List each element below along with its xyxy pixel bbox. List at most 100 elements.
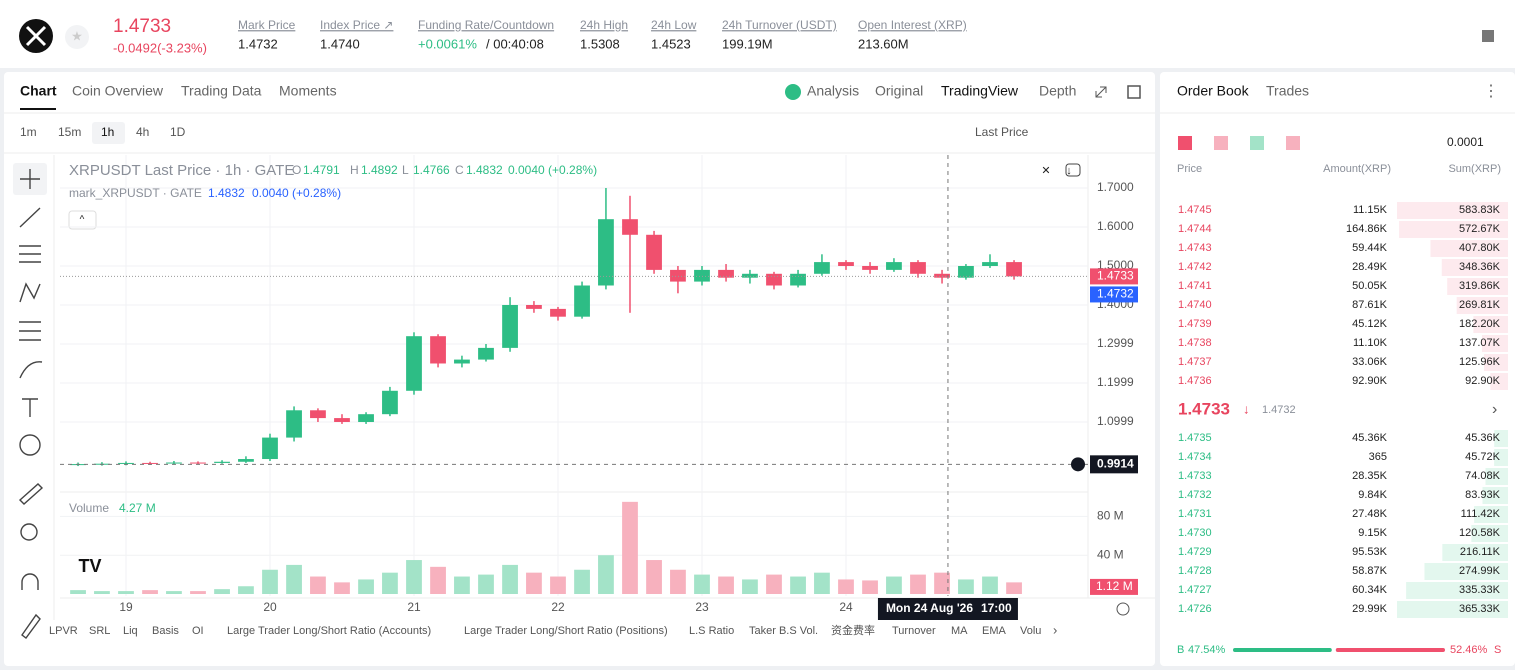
volume-bar	[934, 572, 950, 594]
indicator[interactable]: MA	[951, 625, 968, 637]
indicator[interactable]: Volu	[1020, 625, 1041, 637]
price-change: -0.0492(-3.23%)	[113, 40, 207, 55]
magnet-tool[interactable]	[21, 573, 39, 590]
volume-bar	[982, 576, 998, 594]
view-tab[interactable]: Original	[875, 83, 923, 99]
order-book-more[interactable]: ›	[1492, 401, 1497, 418]
chart-control[interactable]: ✕	[1041, 165, 1050, 177]
book-amount: 87.61K	[1352, 299, 1388, 311]
book-amount: 45.36K	[1352, 432, 1388, 444]
volume-tick-label: 80 M	[1097, 509, 1124, 523]
book-amount: 365	[1369, 451, 1387, 463]
legend-value: 1.4892	[361, 163, 398, 177]
window-button[interactable]	[1127, 85, 1141, 99]
book-view[interactable]	[1286, 136, 1300, 150]
book-view[interactable]	[1250, 136, 1264, 150]
book-sum: 319.86K	[1459, 280, 1501, 292]
precision[interactable]: 0.0001	[1447, 135, 1484, 149]
indicator[interactable]: Large Trader Long/Short Ratio (Positions…	[464, 625, 668, 637]
settings-button[interactable]	[1116, 602, 1130, 616]
book-price: 1.4736	[1178, 375, 1212, 387]
candle-body	[910, 262, 926, 274]
legend-value: 1.4832	[466, 163, 503, 177]
depth-bar	[1441, 259, 1508, 276]
tab[interactable]: Chart	[20, 83, 57, 99]
indicator[interactable]: Large Trader Long/Short Ratio (Accounts)	[227, 625, 431, 637]
fib-tool[interactable]	[19, 321, 41, 341]
book-tab[interactable]: Order Book	[1177, 83, 1250, 99]
interval[interactable]: 1h	[101, 125, 114, 139]
book-amount: 59.44K	[1352, 242, 1388, 254]
more-button[interactable]: ⋮	[1483, 83, 1499, 100]
ruler-tool[interactable]	[18, 483, 44, 505]
volume-bar	[958, 579, 974, 594]
book-view[interactable]	[1178, 136, 1192, 150]
layout-icon[interactable]	[1482, 30, 1494, 42]
favorite-button[interactable]	[65, 25, 89, 49]
indicator[interactable]: L.S Ratio	[689, 625, 734, 637]
chart-control[interactable]: ↓	[1066, 165, 1072, 177]
line-tool[interactable]	[19, 207, 41, 228]
header-bar	[0, 0, 1515, 68]
cursor-tool[interactable]	[20, 169, 40, 189]
y-tick-label: 1.7000	[1097, 180, 1134, 194]
price-type[interactable]: Last Price	[975, 125, 1029, 139]
candle-body	[1006, 262, 1022, 277]
collapse-arrow[interactable]: ^	[80, 215, 85, 226]
book-view[interactable]	[1214, 136, 1228, 150]
countdown: / 00:40:08	[486, 36, 544, 51]
indicator[interactable]: SRL	[89, 625, 110, 637]
interval[interactable]: 1m	[20, 125, 37, 139]
view-tab[interactable]: Depth	[1039, 83, 1076, 99]
chart-control[interactable]	[1065, 163, 1081, 177]
book-price: 1.4739	[1178, 318, 1212, 330]
chart-panel	[4, 72, 1155, 666]
collapse-legend[interactable]	[68, 210, 97, 230]
indicator[interactable]: 资金费率	[831, 623, 875, 637]
crosshair-plus[interactable]	[1071, 457, 1085, 472]
expand-button[interactable]	[1095, 86, 1107, 98]
depth-bar	[1484, 354, 1508, 371]
view-tab[interactable]: Analysis	[807, 83, 859, 99]
interval[interactable]: 4h	[136, 125, 149, 139]
book-price: 1.4728	[1178, 565, 1212, 577]
volume-bar	[190, 591, 206, 594]
pattern-tool[interactable]	[19, 282, 41, 303]
crosshair-y-tag	[1090, 455, 1138, 474]
volume-bar	[862, 580, 878, 594]
text-tool[interactable]	[22, 398, 38, 417]
analysis-icon[interactable]	[785, 84, 801, 100]
book-price: 1.4745	[1178, 204, 1212, 216]
indicator[interactable]: Taker B.S Vol.	[749, 625, 818, 637]
book-sum: 74.08K	[1465, 470, 1501, 482]
indicator[interactable]: Basis	[152, 625, 179, 637]
indicator[interactable]: Turnover	[892, 625, 936, 637]
indicator[interactable]: Liq	[123, 625, 138, 637]
tab[interactable]: Trading Data	[181, 83, 262, 99]
interval[interactable]: 1D	[170, 125, 186, 139]
book-tab[interactable]: Trades	[1266, 83, 1309, 99]
channel-tool[interactable]	[19, 245, 41, 263]
mark-price-tag	[1090, 286, 1138, 303]
emoji-tool[interactable]	[19, 434, 41, 456]
book-price: 1.4732	[1178, 489, 1212, 501]
volume-bar	[790, 576, 806, 594]
candle-body	[766, 273, 782, 286]
volume-bar	[214, 589, 230, 594]
pen-tool[interactable]	[21, 613, 41, 639]
indicator[interactable]: LPVR	[49, 625, 78, 637]
tab[interactable]: Coin Overview	[72, 83, 164, 99]
zoom-tool[interactable]	[20, 523, 38, 541]
interval[interactable]: 15m	[58, 125, 81, 139]
indicator[interactable]: EMA	[982, 625, 1007, 637]
indicator-scroll[interactable]: ›	[1053, 622, 1057, 637]
favorite-star[interactable]: ★	[71, 28, 83, 43]
view-tab[interactable]: TradingView	[941, 83, 1019, 99]
brush-tool[interactable]	[19, 361, 43, 379]
indicator[interactable]: OI	[192, 625, 204, 637]
depth-bar	[1399, 221, 1508, 238]
tab[interactable]: Moments	[279, 83, 337, 99]
candle-body	[358, 414, 374, 422]
book-sum: 125.96K	[1459, 356, 1501, 368]
